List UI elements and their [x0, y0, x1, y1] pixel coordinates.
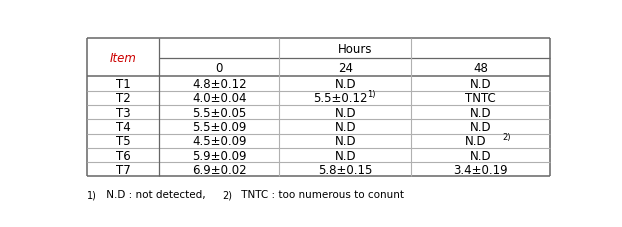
Text: N.D: N.D — [470, 106, 491, 119]
Text: T5: T5 — [116, 135, 131, 148]
Text: 2): 2) — [223, 189, 233, 199]
Text: 1): 1) — [367, 89, 376, 99]
Text: T6: T6 — [116, 149, 131, 162]
Text: Hours: Hours — [337, 42, 372, 55]
Text: T4: T4 — [116, 120, 131, 133]
Text: N.D: N.D — [335, 149, 356, 162]
Text: 6.9±0.02: 6.9±0.02 — [192, 163, 246, 176]
Text: T7: T7 — [116, 163, 131, 176]
Text: 0: 0 — [216, 62, 223, 74]
Text: T1: T1 — [116, 78, 131, 91]
Text: N.D: N.D — [335, 135, 356, 148]
Text: N.D: N.D — [470, 120, 491, 133]
Text: 5.5±0.12: 5.5±0.12 — [313, 92, 368, 105]
Text: 5.8±0.15: 5.8±0.15 — [318, 163, 373, 176]
Text: 4.8±0.12: 4.8±0.12 — [192, 78, 246, 91]
Text: 1): 1) — [87, 189, 97, 199]
Text: N.D: N.D — [335, 120, 356, 133]
Text: 4.0±0.04: 4.0±0.04 — [192, 92, 246, 105]
Text: 5.9±0.09: 5.9±0.09 — [192, 149, 246, 162]
Text: 2): 2) — [503, 132, 511, 141]
Text: N.D: N.D — [470, 149, 491, 162]
Text: N.D: N.D — [335, 78, 356, 91]
Text: Item: Item — [110, 51, 137, 64]
Text: N.D: N.D — [470, 78, 491, 91]
Text: 4.5±0.09: 4.5±0.09 — [192, 135, 246, 148]
Text: TNTC : too numerous to conunt: TNTC : too numerous to conunt — [238, 189, 404, 199]
Text: T2: T2 — [116, 92, 131, 105]
Text: N.D: N.D — [465, 135, 487, 148]
Text: TNTC: TNTC — [465, 92, 496, 105]
Text: 3.4±0.19: 3.4±0.19 — [453, 163, 508, 176]
Text: 48: 48 — [473, 62, 488, 74]
Text: T3: T3 — [116, 106, 131, 119]
Text: 24: 24 — [338, 62, 353, 74]
Text: 5.5±0.09: 5.5±0.09 — [192, 120, 246, 133]
Text: 5.5±0.05: 5.5±0.05 — [192, 106, 246, 119]
Text: N.D : not detected,: N.D : not detected, — [103, 189, 205, 199]
Text: N.D: N.D — [335, 106, 356, 119]
